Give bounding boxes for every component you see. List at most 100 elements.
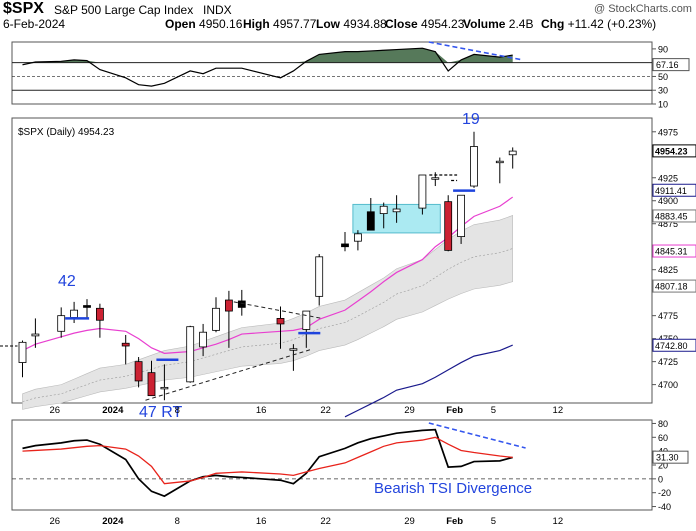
candle-body [431,177,440,180]
tsi-xtick-label: 5 [491,516,496,527]
candle-body [96,307,104,321]
price-label: 4954.23 [655,146,688,156]
ohlc-low: Low 4934.88 [316,17,387,31]
tsi-divergence-label: Bearish TSI Divergence [374,480,532,497]
price-xtick-label: 2024 [102,405,124,416]
tsi-xtick-label: 8 [175,516,180,527]
candle [276,306,285,349]
candle-body [134,361,143,382]
tsi-last-value: 31.30 [656,453,679,463]
price-ytick-label: 4900 [658,196,678,206]
price-label: 4742.80 [655,341,688,351]
candle [96,303,104,338]
tsi-xtick-label: 22 [320,516,331,527]
price-label: 4807.18 [655,282,688,292]
price-label: 4911.41 [655,186,687,196]
candle-body [31,333,40,337]
price-ytick-label: 4975 [658,127,678,137]
tsi-ytick-label: -40 [658,502,671,512]
candle [134,357,143,388]
price-xtick-label: 22 [320,405,331,416]
candle [495,157,504,184]
candle [341,232,349,252]
tsi-last-value-box [652,450,689,464]
candle [199,323,208,357]
price-xtick-label: Feb [446,405,463,416]
tsi-xtick-label: 12 [553,516,564,527]
candle-body [160,386,169,390]
watermark: @ StockCharts.com [594,3,692,15]
candle-body [470,146,478,187]
indicator-ytick-label: 50 [658,72,668,82]
indicator-ytick-label: 10 [658,100,668,110]
candle [353,230,362,251]
candle-body [418,174,427,209]
candle-body [379,205,388,215]
candle-body [18,341,27,363]
tsi-ytick-label: 60 [658,433,668,443]
annotation-42: 42 [58,273,76,290]
tsi-ytick-label: 80 [658,419,668,429]
price-label: 4883.45 [655,211,688,221]
annotation-19: 19 [462,111,480,128]
price-label-box [652,338,696,352]
candle-body [237,300,246,308]
candle-body [199,331,208,348]
indicator-last-value: 67.16 [656,60,679,70]
candle [457,194,466,244]
candle [224,290,233,348]
ohlc-volume: Volume 2.4B [463,17,534,31]
price-xtick-label: 5 [491,405,496,416]
trendline-upper [233,301,323,319]
candle [57,307,66,338]
tsi-panel-frame [11,419,653,511]
candle [160,364,169,401]
price-label-box [652,209,696,223]
price-label-box [652,144,696,158]
index-name: S&P 500 Large Cap Index [54,3,194,17]
candle [302,310,311,348]
candle [418,174,427,215]
price-xtick-label: 16 [256,405,267,416]
candle [366,197,375,231]
trendline-lower [145,349,311,401]
price-ytick-label: 4725 [658,357,678,367]
candle [379,202,388,229]
tsi-xtick-label: 16 [256,516,267,527]
indicator-panel-frame [11,41,653,105]
candle [186,325,195,383]
candle [18,340,27,378]
indicator-last-value-box [652,58,690,72]
candle [237,289,246,316]
ohlc-high: High 4957.77 [243,17,317,31]
candle-body [444,201,453,251]
indicator-ytick-label: 30 [658,86,668,96]
price-panel-frame [11,117,653,404]
candle-body [57,315,66,332]
price-label: 4845.31 [655,247,688,257]
candle [83,299,91,318]
candle-body [121,342,130,347]
symbol-title: $SPX [3,0,44,17]
candle-body [366,211,375,231]
candle-body [276,318,285,325]
tsi-xtick-label: 2024 [102,516,124,527]
tsi-ytick-label: 20 [658,461,668,471]
candle-body [495,160,504,164]
ohlc-close: Close 4954.23 [385,17,465,31]
candle-body [508,150,517,156]
candle [289,344,298,371]
tsi-xtick-label: 29 [404,516,415,527]
tsi-ytick-label: 0 [658,474,663,484]
price-label-box [652,183,696,197]
candle [444,195,453,252]
price-ma-navy [344,344,513,418]
candle-body [457,194,466,237]
candle [470,131,478,188]
price-ytick-label: 4700 [658,380,678,390]
candle-body [353,233,362,242]
ohlc-change: Chg +11.42 (+0.23%) [541,17,657,31]
annotation-47rt: 47 RT [139,404,183,421]
exchange-label: INDX [203,3,232,17]
